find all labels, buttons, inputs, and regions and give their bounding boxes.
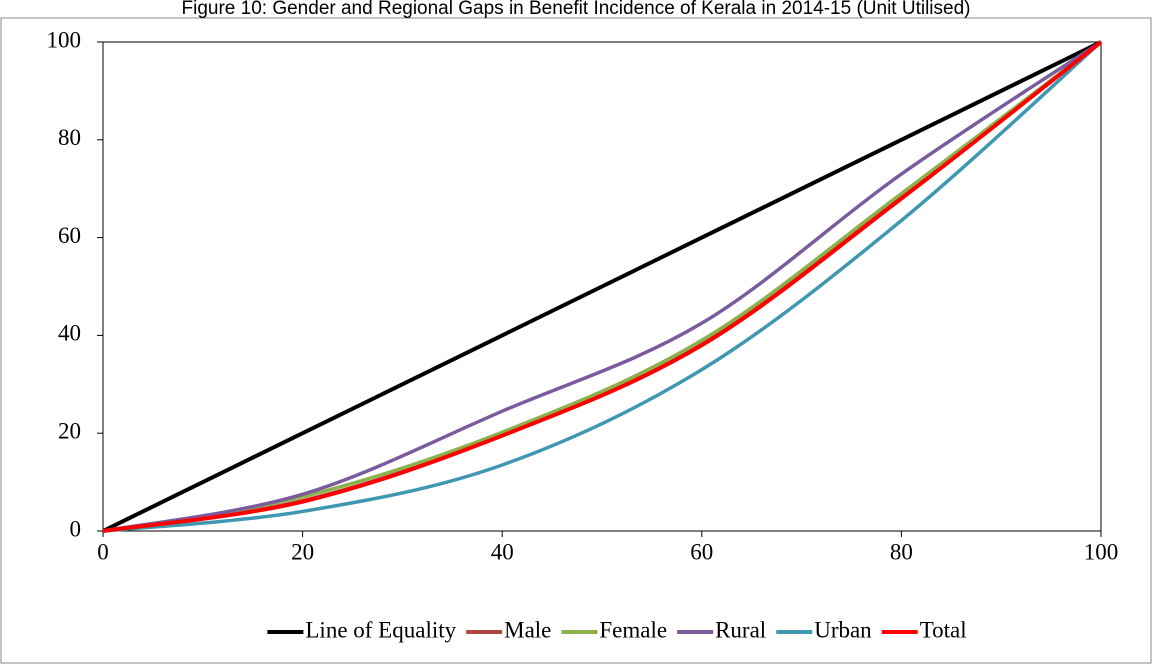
y-tick-label: 60 <box>58 223 81 248</box>
y-tick-label: 100 <box>47 27 82 52</box>
line-series <box>102 40 1102 533</box>
y-tick-label: 40 <box>58 321 81 346</box>
y-tick-label: 0 <box>70 516 82 541</box>
legend-label: Male <box>504 617 551 642</box>
y-tick-label: 80 <box>58 125 81 150</box>
legend-label: Total <box>920 617 967 642</box>
plot-area <box>102 41 1102 532</box>
x-tick-label: 80 <box>890 539 913 564</box>
legend-label: Female <box>599 617 667 642</box>
chart-title: Figure 10: Gender and Regional Gaps in B… <box>182 0 971 19</box>
x-tick-label: 0 <box>97 539 109 564</box>
x-tick-label: 20 <box>291 539 314 564</box>
line-series <box>102 40 1103 533</box>
x-tick-label: 40 <box>491 539 514 564</box>
line-series <box>102 40 1103 533</box>
legend-label: Rural <box>715 617 766 642</box>
x-tick-label: 60 <box>690 539 713 564</box>
chart-border <box>0 17 1152 664</box>
legend-label: Line of Equality <box>305 617 456 642</box>
line-series <box>102 40 1102 533</box>
y-tick-label: 20 <box>58 418 81 443</box>
x-tick-label: 100 <box>1084 539 1119 564</box>
legend-label: Urban <box>814 617 872 642</box>
